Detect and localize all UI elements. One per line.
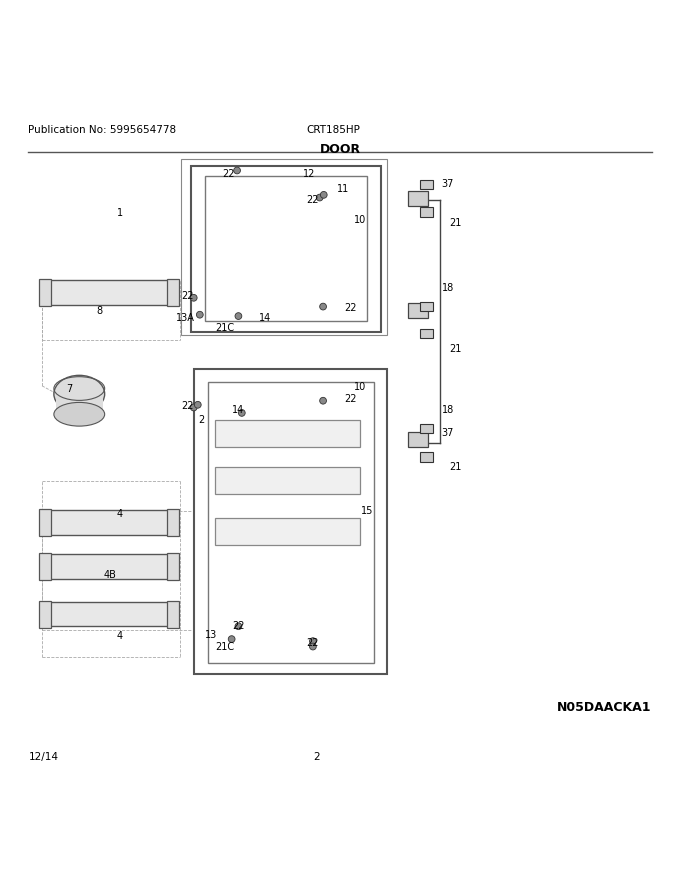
Text: 10: 10 [354,215,367,225]
Bar [42,280,171,304]
Bar [39,509,51,536]
Text: 7: 7 [66,385,72,394]
Text: 21: 21 [449,343,461,354]
Text: 11: 11 [337,185,350,194]
Circle shape [320,192,327,198]
Text: 15: 15 [361,506,373,516]
Bar [167,279,180,306]
Text: 2: 2 [313,752,320,762]
Ellipse shape [54,402,105,426]
Text: 37: 37 [441,429,453,438]
Circle shape [228,635,235,642]
Text: 12: 12 [303,169,316,179]
Bar [408,192,428,206]
Bar [39,279,51,306]
Bar [420,302,433,312]
Text: 21C: 21C [216,642,235,651]
Bar [408,432,428,447]
Bar [215,420,360,447]
Text: 22: 22 [307,194,319,204]
Text: Publication No: 5995654778: Publication No: 5995654778 [29,125,177,136]
Bar [167,600,180,627]
Text: CRT185HP: CRT185HP [306,125,360,136]
Circle shape [234,167,241,174]
Text: 13: 13 [205,630,218,640]
Circle shape [194,401,201,408]
Text: 8: 8 [97,306,103,316]
Text: 10: 10 [354,382,367,392]
Bar [408,304,428,318]
Circle shape [316,194,323,201]
Text: 21C: 21C [216,323,235,334]
Bar [42,602,171,627]
Bar [420,207,433,216]
Text: 21: 21 [449,218,461,228]
Bar [208,383,374,664]
Text: 2: 2 [198,414,204,425]
Bar [42,554,171,579]
Text: 22: 22 [232,621,245,631]
Circle shape [235,623,242,629]
Text: 4: 4 [117,631,123,642]
Text: 18: 18 [442,282,454,293]
Circle shape [239,409,245,416]
Bar [420,180,433,189]
Text: 21: 21 [449,462,461,472]
Text: 13A: 13A [176,313,195,323]
Bar [420,424,433,433]
Circle shape [197,312,203,318]
Text: 4B: 4B [103,570,116,581]
Circle shape [235,312,242,319]
Text: 22: 22 [307,638,319,649]
Bar [181,159,388,335]
Circle shape [320,304,326,310]
Text: 37: 37 [441,179,453,189]
Text: 22: 22 [182,291,194,302]
Ellipse shape [54,376,105,413]
Text: 22: 22 [344,394,356,405]
Circle shape [309,638,316,644]
Bar [420,329,433,339]
Circle shape [190,295,197,301]
Bar [167,509,180,536]
Bar [205,176,367,321]
Text: 14: 14 [233,405,245,414]
Text: 22: 22 [344,303,356,313]
Bar [42,510,171,535]
Text: DOOR: DOOR [320,143,360,157]
Text: 1: 1 [117,209,123,218]
Bar [420,452,433,462]
Text: 18: 18 [442,405,454,414]
Bar [194,369,388,674]
Bar [56,389,103,414]
Circle shape [309,643,316,650]
Bar [191,165,381,332]
Text: 4: 4 [117,510,123,519]
Bar [167,554,180,580]
Bar [215,518,360,545]
Bar [39,600,51,627]
Circle shape [320,398,326,404]
Bar [39,554,51,580]
Text: 14: 14 [259,313,271,323]
Bar [215,467,360,495]
Text: 12/14: 12/14 [29,752,58,762]
Text: 22: 22 [182,401,194,411]
Text: N05DAACKA1: N05DAACKA1 [557,701,651,715]
Circle shape [190,404,197,411]
Text: 22: 22 [222,169,235,179]
